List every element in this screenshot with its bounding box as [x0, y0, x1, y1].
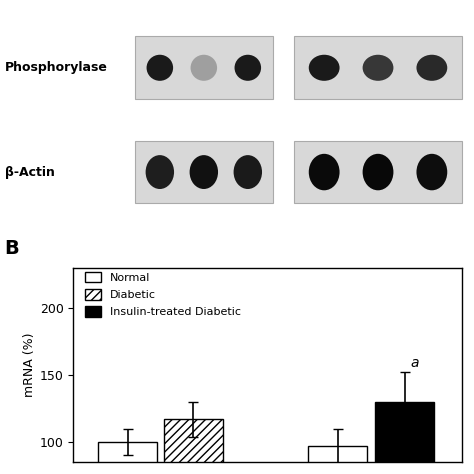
Bar	[98, 442, 157, 474]
Text: β-Actin: β-Actin	[5, 165, 55, 179]
Bar	[294, 36, 462, 99]
Ellipse shape	[363, 55, 393, 81]
Ellipse shape	[309, 154, 339, 191]
Ellipse shape	[146, 55, 173, 81]
Text: B: B	[5, 239, 19, 258]
Ellipse shape	[146, 155, 174, 189]
Ellipse shape	[234, 155, 262, 189]
Ellipse shape	[417, 154, 447, 191]
Ellipse shape	[190, 155, 218, 189]
Ellipse shape	[363, 154, 393, 191]
Ellipse shape	[417, 55, 447, 81]
Bar	[308, 446, 367, 474]
Bar	[375, 402, 434, 474]
Bar	[135, 141, 273, 203]
Ellipse shape	[235, 55, 261, 81]
Text: Phosphorylase: Phosphorylase	[5, 61, 108, 74]
Ellipse shape	[191, 55, 217, 81]
Bar	[135, 36, 273, 99]
Y-axis label: mRNA (%): mRNA (%)	[23, 333, 36, 397]
Ellipse shape	[309, 55, 339, 81]
Bar	[294, 141, 462, 203]
Legend: Normal, Diabetic, Insulin-treated Diabetic: Normal, Diabetic, Insulin-treated Diabet…	[83, 270, 243, 319]
Bar	[164, 419, 223, 474]
Text: a: a	[411, 356, 419, 370]
